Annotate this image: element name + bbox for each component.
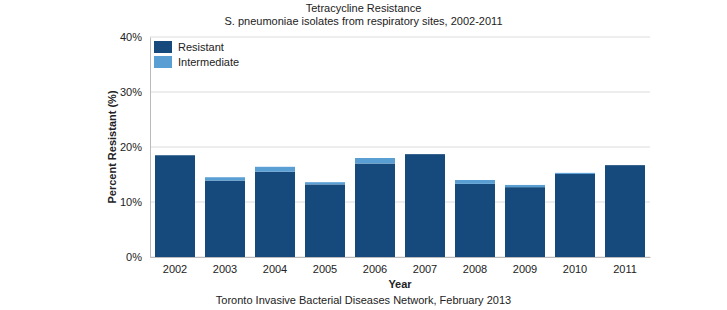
bar: [455, 180, 495, 184]
bar: [405, 154, 445, 155]
x-tick: 2007: [413, 263, 437, 275]
x-tick: 2002: [163, 263, 187, 275]
bar: [255, 167, 295, 172]
legend-item: Resistant: [154, 41, 224, 53]
y-tick: 10%: [120, 196, 150, 208]
x-tick-label: 2009: [513, 263, 537, 275]
bar: [255, 172, 295, 257]
x-tick: 2004: [263, 263, 287, 275]
bar: [505, 185, 545, 187]
bar: [555, 173, 595, 174]
bar: [505, 187, 545, 257]
y-tick-label: 30%: [120, 86, 142, 98]
grid: [150, 37, 650, 257]
bar: [205, 181, 245, 257]
x-axis-line: [151, 257, 651, 258]
y-axis-line: [150, 38, 151, 258]
bar: [405, 154, 445, 257]
bar: [555, 174, 595, 257]
grid-line: [150, 92, 650, 93]
title: Tetracycline Resistance: [306, 2, 422, 14]
y-tick: 30%: [120, 86, 150, 98]
x-tick: 2008: [463, 263, 487, 275]
subtitle: S. pneumoniae isolates from respiratory …: [225, 15, 503, 27]
legend-label: Resistant: [178, 41, 224, 53]
chart: 0%10%20%30%40%20022003200420052006200720…: [0, 0, 727, 310]
bar: [305, 184, 345, 257]
bar: [155, 155, 195, 156]
bar: [355, 158, 395, 164]
legend-label: Intermediate: [178, 56, 239, 68]
x-tick-label: 2006: [363, 263, 387, 275]
x-tick-label: 2010: [563, 263, 587, 275]
x-tick-label: 2003: [213, 263, 237, 275]
grid-line: [150, 37, 650, 38]
x-tick: 2011: [613, 263, 637, 275]
x-tick-label: 2007: [413, 263, 437, 275]
x-tick: 2005: [313, 263, 337, 275]
y-axis-title: Percent Resistant (%): [106, 90, 118, 203]
y-tick: 40%: [120, 31, 150, 43]
bar: [355, 164, 395, 258]
y-axis: 0% 10% 20% 30% 40%: [120, 31, 151, 263]
y-tick: 0%: [126, 251, 150, 263]
x-tick-label: 2002: [163, 263, 187, 275]
source: Toronto Invasive Bacterial Diseases Netw…: [216, 294, 511, 306]
x-tick: 2006: [363, 263, 387, 275]
x-tick: 2010: [563, 263, 587, 275]
x-tick-label: 2004: [263, 263, 287, 275]
legend-swatch: [154, 41, 172, 53]
bars: [155, 154, 645, 257]
y-tick-label: 0%: [126, 251, 142, 263]
y-tick-label: 10%: [120, 196, 142, 208]
x-tick-label: 2005: [313, 263, 337, 275]
y-tick-label: 40%: [120, 31, 142, 43]
grid-line: [150, 147, 650, 148]
x-tick: 2009: [513, 263, 537, 275]
legend-item: Intermediate: [154, 56, 239, 68]
bar: [605, 165, 645, 166]
bar: [305, 182, 345, 184]
bar: [155, 155, 195, 257]
bar: [455, 184, 495, 257]
x-tick-label: 2011: [613, 263, 637, 275]
bar: [605, 165, 645, 257]
x-axis-title: Year: [388, 278, 412, 290]
legend-swatch: [154, 56, 172, 68]
bar: [205, 177, 245, 180]
x-tick-label: 2008: [463, 263, 487, 275]
y-tick: 20%: [120, 141, 150, 153]
y-tick-label: 20%: [120, 141, 142, 153]
legend: Resistant Intermediate: [154, 41, 239, 68]
x-tick: 2003: [213, 263, 237, 275]
x-axis: 2002 2003 2004 2005 2006 2007 2008 2009 2010 2011: [151, 258, 651, 275]
